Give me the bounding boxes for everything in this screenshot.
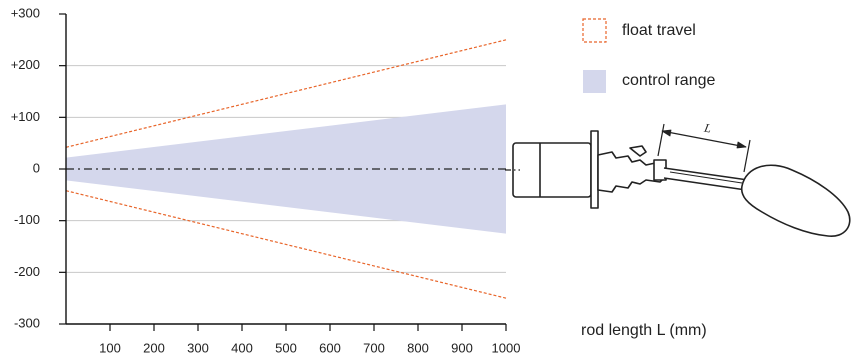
label-layer: +300 +200 +100 0 -100 -200 -300 100 200 300 400 500… bbox=[11, 5, 521, 354]
series-line-float-travel-upper bbox=[65, 39, 507, 148]
x-tick-label-5: 600 bbox=[319, 340, 341, 354]
rod-dimension-tick-right bbox=[743, 139, 751, 173]
rod-dimension-arrow-left bbox=[661, 129, 672, 137]
x-tick-label-4: 500 bbox=[275, 340, 297, 354]
line-layer bbox=[65, 39, 507, 299]
float-rod-inner bbox=[669, 171, 743, 184]
legend-label-control-range: control range bbox=[622, 72, 715, 89]
pivot-joint bbox=[629, 145, 647, 157]
float-rod bbox=[663, 167, 749, 191]
x-axis-title: rod length L (mm) bbox=[581, 322, 707, 339]
x-tick-label-7: 800 bbox=[407, 340, 429, 354]
y-tick-label-2: +100 bbox=[11, 109, 40, 124]
x-tick-label-2: 300 bbox=[187, 340, 209, 354]
y-tick-label-3: 0 bbox=[33, 160, 40, 175]
axis-layer bbox=[59, 13, 507, 331]
x-tick-label-6: 700 bbox=[363, 340, 385, 354]
series-line-float-travel-lower bbox=[65, 190, 507, 299]
float-body bbox=[740, 164, 851, 237]
y-tick-label-0: +300 bbox=[11, 5, 40, 20]
rod-dimension-tick-left bbox=[657, 123, 665, 157]
switch-housing bbox=[512, 142, 592, 198]
y-tick-label-4: -100 bbox=[14, 212, 40, 227]
x-tick-label-3: 400 bbox=[231, 340, 253, 354]
legend-swatch-float-travel bbox=[582, 18, 607, 43]
y-tick-label-1: +200 bbox=[11, 57, 40, 72]
y-tick-label-6: -300 bbox=[14, 315, 40, 330]
rod-dimension-arrow-right bbox=[736, 141, 747, 149]
x-tick-label-0: 100 bbox=[99, 340, 121, 354]
rod-dimension-line bbox=[661, 130, 747, 148]
x-tick-label-1: 200 bbox=[143, 340, 165, 354]
mounting-flange bbox=[590, 130, 599, 209]
x-tick-label-9: 1000 bbox=[492, 340, 521, 354]
rod-dimension-label: L bbox=[702, 120, 713, 135]
legend: float travel control range bbox=[582, 18, 715, 93]
legend-swatch-control-range bbox=[583, 70, 606, 93]
legend-label-float-travel: float travel bbox=[622, 22, 696, 39]
x-tick-label-8: 900 bbox=[451, 340, 473, 354]
y-tick-label-5: -200 bbox=[14, 264, 40, 279]
float-switch-illustration bbox=[505, 123, 851, 237]
